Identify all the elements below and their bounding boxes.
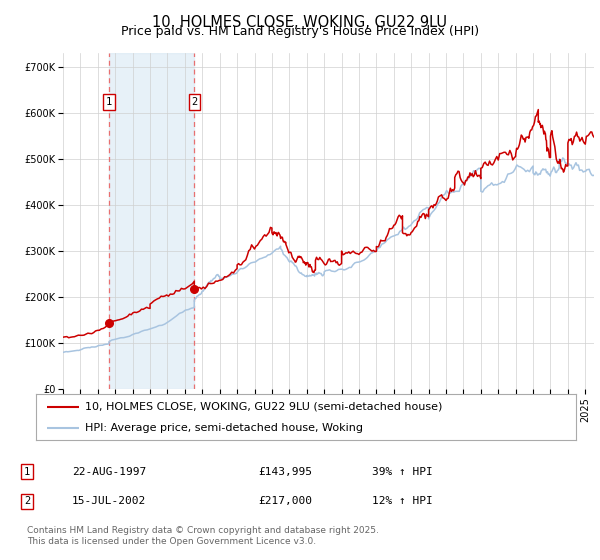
Text: 10, HOLMES CLOSE, WOKING, GU22 9LU (semi-detached house): 10, HOLMES CLOSE, WOKING, GU22 9LU (semi… xyxy=(85,402,442,412)
Text: 2: 2 xyxy=(191,97,197,107)
Text: 12% ↑ HPI: 12% ↑ HPI xyxy=(372,496,433,506)
Text: 22-AUG-1997: 22-AUG-1997 xyxy=(72,466,146,477)
Text: 39% ↑ HPI: 39% ↑ HPI xyxy=(372,466,433,477)
Text: 1: 1 xyxy=(24,466,30,477)
Text: £143,995: £143,995 xyxy=(258,466,312,477)
Text: 1: 1 xyxy=(106,97,112,107)
Text: 2: 2 xyxy=(24,496,30,506)
Text: Price paid vs. HM Land Registry's House Price Index (HPI): Price paid vs. HM Land Registry's House … xyxy=(121,25,479,38)
Text: 10, HOLMES CLOSE, WOKING, GU22 9LU: 10, HOLMES CLOSE, WOKING, GU22 9LU xyxy=(152,15,448,30)
Text: Contains HM Land Registry data © Crown copyright and database right 2025.
This d: Contains HM Land Registry data © Crown c… xyxy=(27,526,379,546)
Text: £217,000: £217,000 xyxy=(258,496,312,506)
Bar xyxy=(109,53,194,389)
Text: HPI: Average price, semi-detached house, Woking: HPI: Average price, semi-detached house,… xyxy=(85,423,362,433)
Text: 15-JUL-2002: 15-JUL-2002 xyxy=(72,496,146,506)
